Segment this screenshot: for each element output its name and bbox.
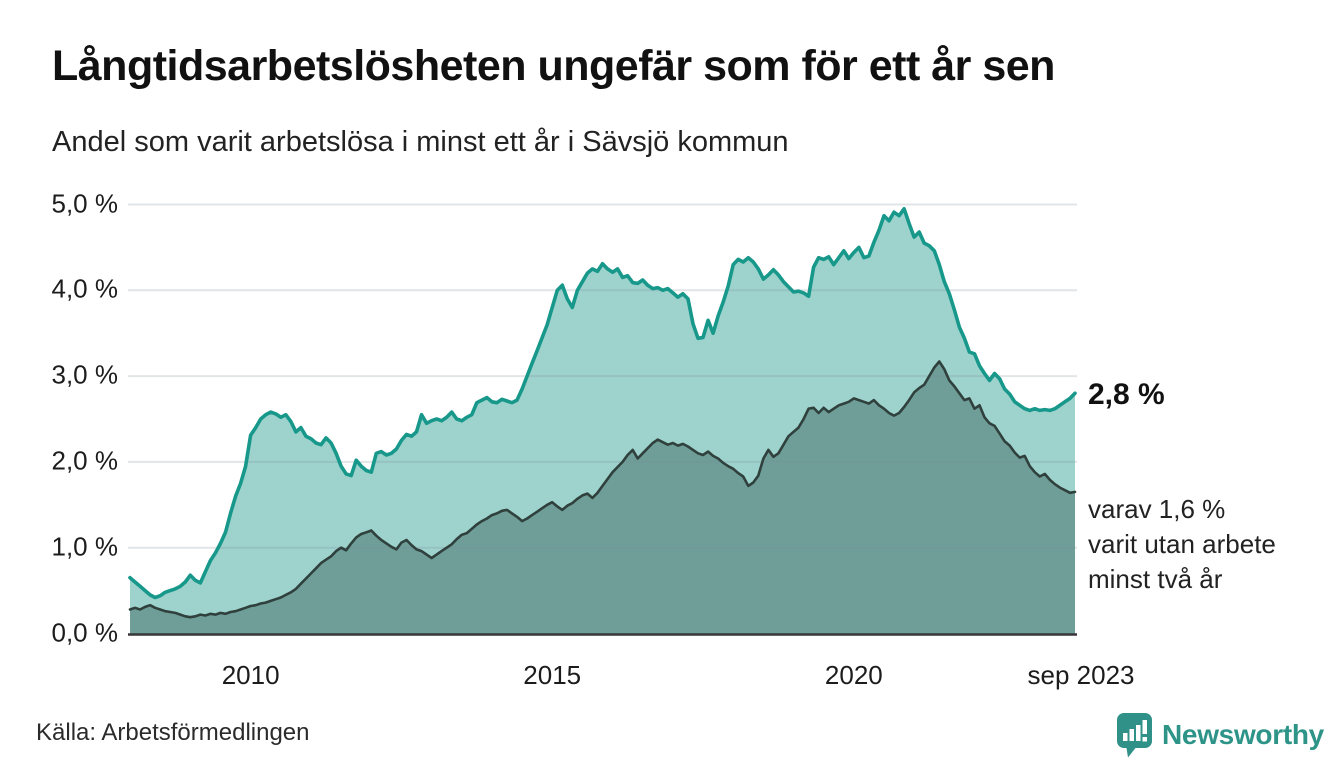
chart-subtitle: Andel som varit arbetslösa i minst ett å… [52,126,789,158]
x-tick-label-2020: 2020 [824,660,883,690]
newsworthy-icon [1117,713,1152,758]
end-value-label: 2,8 % [1088,378,1165,411]
secondary-label-line-2: varit utan arbete [1088,529,1276,559]
secondary-label-line-1: varav 1,6 % [1088,494,1226,524]
y-tick-label-5: 5,0 % [51,187,119,218]
y-tick-label-0: 0,0 % [51,616,119,647]
x-tick-label-2010: 2010 [221,660,280,690]
y-tick-label-4: 4,0 % [51,273,119,304]
line-unemployed-two-years [128,360,1077,619]
x-tick-label-sep-2023: sep 2023 [1027,660,1135,690]
y-tick-label-1: 1,0 % [51,530,119,561]
area-unemployed-two-years [130,361,1075,634]
secondary-series-label: varav 1,6 % varit utan arbete minst två … [1088,492,1276,597]
newsworthy-logo[interactable]: Newsworthy [1116,712,1324,758]
secondary-label-line-3: minst två år [1088,564,1223,594]
y-axis-labels: 0,0 % 1,0 % 2,0 % 3,0 % 4,0 % 5,0 % [0,0,119,780]
newsworthy-wordmark: Newsworthy [1162,719,1324,750]
y-tick-label-2: 2,0 % [51,445,119,476]
line-unemployed-one-year [128,207,1077,600]
y-tick-label-3: 3,0 % [51,359,119,390]
page-title: Långtidsarbetslösheten ungefär som för e… [52,42,1055,90]
source-credit: Källa: Arbetsförmedlingen [36,719,310,746]
x-axis-labels: 2010 2015 2020 sep 2023 [0,660,1340,694]
x-tick-label-2015: 2015 [523,660,582,690]
